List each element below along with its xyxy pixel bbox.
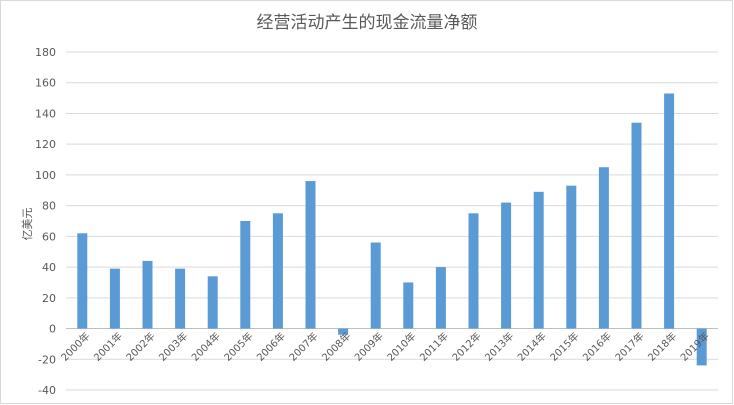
- x-tick-label: 2018年: [645, 329, 679, 363]
- y-tick-label: 140: [35, 107, 56, 120]
- x-tick-label: 2012年: [449, 329, 483, 363]
- chart-title: 经营活动产生的现金流量净额: [256, 13, 478, 33]
- bar: [566, 185, 577, 329]
- bar: [370, 242, 381, 329]
- bar: [664, 93, 675, 329]
- x-tick-label: 2015年: [547, 329, 581, 363]
- bar: [696, 328, 707, 366]
- bar: [501, 202, 512, 329]
- x-tick-label: 2004年: [189, 329, 223, 363]
- bar: [631, 122, 642, 329]
- x-tick-label: 2014年: [515, 329, 549, 363]
- x-tick-label: 2011年: [417, 329, 451, 363]
- x-tick-label: 2010年: [384, 329, 418, 363]
- bar: [338, 328, 349, 335]
- y-tick-label: -20: [38, 353, 56, 366]
- x-tick-label: 2008年: [319, 329, 353, 363]
- bars: [77, 93, 707, 366]
- y-tick-label: 0: [49, 323, 56, 336]
- x-tick-label: 2009年: [352, 329, 386, 363]
- bar: [109, 268, 120, 329]
- x-tick-label: 2000年: [58, 329, 92, 363]
- bar: [207, 276, 218, 329]
- bar: [175, 268, 186, 329]
- bar: [240, 221, 251, 329]
- y-tick-label: 80: [42, 200, 56, 213]
- y-tick-label: 60: [42, 230, 56, 243]
- y-tick-label: -40: [38, 384, 56, 397]
- bar: [77, 233, 88, 329]
- y-tick-label: 100: [35, 169, 56, 182]
- y-tick-label: 20: [42, 292, 56, 305]
- x-tick-label: 2013年: [482, 329, 516, 363]
- bar: [468, 213, 479, 329]
- y-tick-label: 40: [42, 261, 56, 274]
- bar: [142, 260, 153, 329]
- x-tick-label: 2017年: [612, 329, 646, 363]
- x-tick-label: 2003年: [156, 329, 190, 363]
- x-tick-label: 2002年: [123, 329, 157, 363]
- y-tick-label: 120: [35, 138, 56, 151]
- gridlines: [66, 51, 718, 391]
- bar: [403, 282, 414, 329]
- bar: [435, 267, 446, 329]
- bar: [272, 213, 283, 329]
- x-tick-labels: 2000年 2001年 2002年 2003年 2004年 2005年 2006年 2007年…: [58, 329, 712, 363]
- x-tick-label: 2016年: [580, 329, 614, 363]
- x-tick-label: 2001年: [91, 329, 125, 363]
- y-tick-label: 180: [35, 46, 56, 59]
- x-tick-label: 2006年: [254, 329, 288, 363]
- x-tick-label: 2007年: [286, 329, 320, 363]
- y-axis-label: 亿美元: [21, 208, 34, 241]
- x-tick-label: 2005年: [221, 329, 255, 363]
- y-tick-labels: -40 -20 0 20 40 60 80 100 120 140 160 180: [35, 46, 56, 397]
- bar: [305, 181, 316, 329]
- bar: [598, 167, 609, 329]
- y-tick-label: 160: [35, 77, 56, 90]
- bar: [533, 191, 544, 329]
